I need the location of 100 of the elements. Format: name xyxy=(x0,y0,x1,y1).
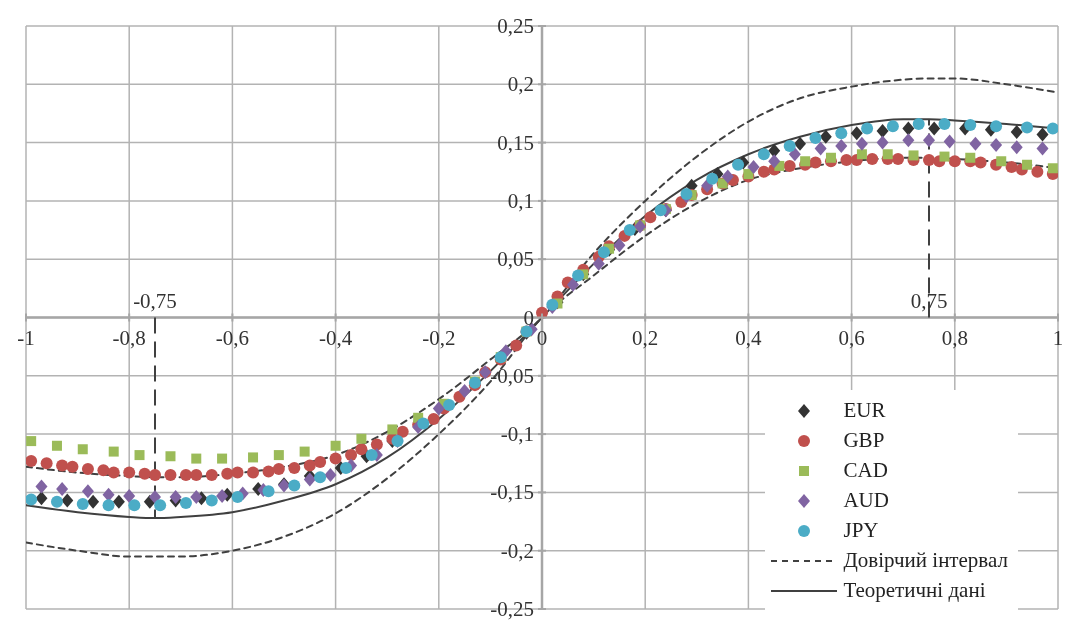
point xyxy=(149,490,161,505)
point xyxy=(996,156,1007,167)
point xyxy=(928,121,941,136)
point xyxy=(26,493,38,506)
point xyxy=(1010,125,1023,140)
legend-label: EUR xyxy=(843,398,886,423)
x-tick-label: 0,8 xyxy=(941,325,968,350)
point xyxy=(205,494,218,507)
point xyxy=(768,143,781,158)
point xyxy=(809,131,822,144)
x-tick-label: 0,4 xyxy=(735,325,763,350)
y-tick-label: 0,2 xyxy=(507,72,534,97)
y-tick-label: 0,05 xyxy=(497,247,534,272)
point xyxy=(939,151,950,162)
point xyxy=(592,256,605,271)
y-tick-label: -0,1 xyxy=(500,422,534,447)
legend-label: Довірчий інтервал xyxy=(843,548,1008,573)
point xyxy=(732,158,745,171)
point xyxy=(191,453,202,464)
ref-line-label: 0,75 xyxy=(910,288,948,313)
y-tick-label: -0,2 xyxy=(500,538,534,563)
point xyxy=(1046,122,1058,135)
point xyxy=(861,122,874,135)
point xyxy=(876,123,889,138)
point xyxy=(654,204,667,217)
point xyxy=(943,134,956,149)
point xyxy=(81,484,94,499)
point xyxy=(902,133,915,148)
point xyxy=(50,495,63,508)
point xyxy=(768,154,781,169)
point xyxy=(908,150,919,161)
point xyxy=(134,450,145,461)
point xyxy=(417,417,430,430)
point xyxy=(965,152,976,163)
legend-label: Теоретичні дані xyxy=(843,578,986,603)
point xyxy=(26,436,37,447)
point xyxy=(299,446,310,457)
point xyxy=(387,424,398,435)
point xyxy=(783,140,796,153)
point xyxy=(597,246,610,259)
point xyxy=(35,491,48,506)
point xyxy=(850,126,863,141)
point xyxy=(102,487,115,502)
point xyxy=(902,121,915,136)
point xyxy=(262,485,275,498)
point xyxy=(923,133,935,148)
point xyxy=(794,136,806,151)
x-tick-label: -0,8 xyxy=(112,325,146,350)
point xyxy=(835,127,848,140)
point xyxy=(339,461,352,474)
point xyxy=(56,481,69,496)
point xyxy=(432,401,445,416)
point xyxy=(1022,159,1033,170)
point xyxy=(108,446,119,457)
y-tick-label: -0,05 xyxy=(490,363,534,388)
x-tick-label: -0,6 xyxy=(215,325,250,350)
point xyxy=(77,444,88,455)
point xyxy=(990,120,1003,133)
point xyxy=(757,148,770,161)
point xyxy=(154,499,167,512)
point xyxy=(788,147,801,162)
point xyxy=(324,467,337,482)
point xyxy=(190,490,203,505)
point xyxy=(572,269,585,282)
x-tick-label: 0,6 xyxy=(838,325,865,350)
point xyxy=(856,149,867,160)
point xyxy=(938,117,951,130)
y-tick-label: -0,15 xyxy=(490,480,534,505)
legend-label: CAD xyxy=(843,458,888,483)
point xyxy=(1021,121,1034,134)
point xyxy=(365,449,378,462)
point xyxy=(165,451,176,462)
point xyxy=(443,398,456,411)
point xyxy=(217,453,228,464)
y-tick-label: 0,15 xyxy=(497,130,534,155)
point xyxy=(248,452,259,463)
point xyxy=(969,136,982,151)
point xyxy=(330,440,341,451)
point xyxy=(613,238,626,253)
point xyxy=(458,383,471,398)
point xyxy=(825,152,836,163)
point xyxy=(855,136,868,151)
point xyxy=(706,172,719,185)
x-tick-label: -0,4 xyxy=(318,325,353,350)
y-tick-label: 0,25 xyxy=(497,14,534,38)
point xyxy=(216,488,229,503)
y-tick-label: 0 xyxy=(523,305,534,330)
point xyxy=(273,450,284,461)
x-tick-label: -1 xyxy=(17,325,35,350)
point xyxy=(566,277,579,292)
point xyxy=(51,440,62,451)
point xyxy=(912,117,925,130)
point xyxy=(1036,141,1049,156)
legend-label: AUD xyxy=(843,488,889,513)
x-tick-label: 0,2 xyxy=(632,325,659,350)
legend-label: GBP xyxy=(843,428,885,453)
point xyxy=(814,141,827,156)
point xyxy=(990,137,1003,152)
point xyxy=(1036,127,1049,142)
point xyxy=(623,224,636,237)
